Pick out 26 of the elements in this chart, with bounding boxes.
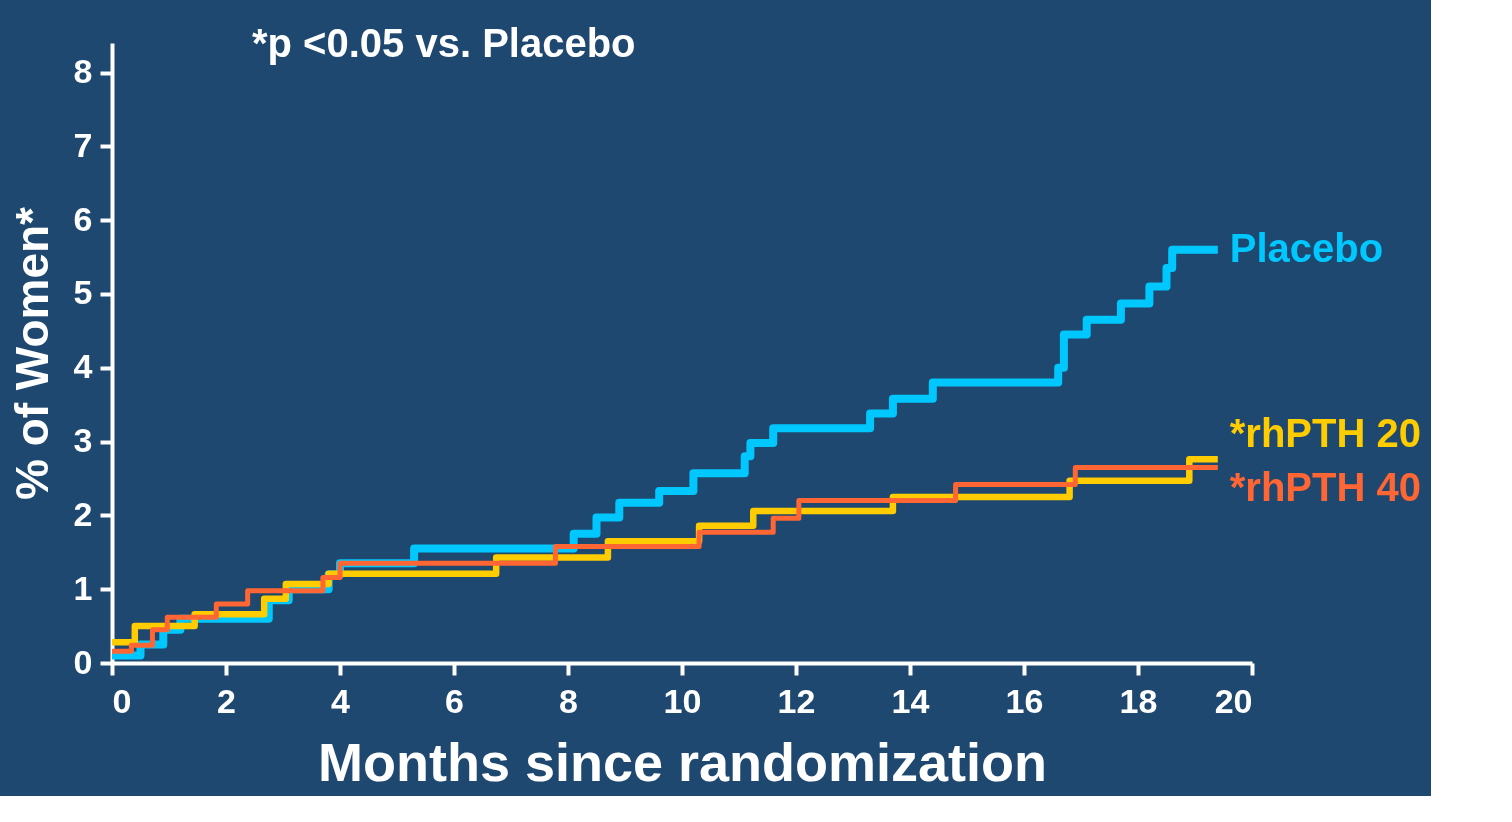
- x-tick-label: 0: [112, 681, 132, 720]
- x-tick-label: 18: [1119, 681, 1158, 720]
- series-label: *rhPTH 40: [1229, 465, 1421, 510]
- y-tick-label: 3: [73, 421, 93, 460]
- y-tick-label: 7: [73, 125, 93, 164]
- y-tick-label: 5: [73, 273, 93, 312]
- y-tick-label: 8: [73, 52, 93, 91]
- x-tick-label: 8: [559, 681, 578, 720]
- y-tick-label: 4: [73, 347, 93, 386]
- x-tick-label: 6: [445, 681, 464, 720]
- x-tick-label: 10: [663, 681, 702, 720]
- x-axis-title: Months since randomization: [317, 731, 1048, 792]
- y-tick-label: 1: [73, 568, 93, 607]
- series-label: *rhPTH 20: [1229, 411, 1421, 456]
- x-tick-label: 2: [217, 681, 236, 720]
- x-tick-label: 20: [1214, 681, 1253, 720]
- y-tick-label: 6: [73, 199, 93, 238]
- x-tick-label: 12: [777, 681, 816, 720]
- y-axis-title: % of Women*: [5, 206, 58, 501]
- y-tick-label: 0: [73, 642, 93, 681]
- x-tick-label: 16: [1005, 681, 1044, 720]
- y-tick-label: 2: [73, 494, 93, 533]
- annotation: *p <0.05 vs. Placebo: [252, 21, 636, 65]
- series-label: Placebo: [1229, 225, 1384, 270]
- x-tick-label: 4: [331, 681, 351, 720]
- x-tick-label: 14: [891, 681, 930, 720]
